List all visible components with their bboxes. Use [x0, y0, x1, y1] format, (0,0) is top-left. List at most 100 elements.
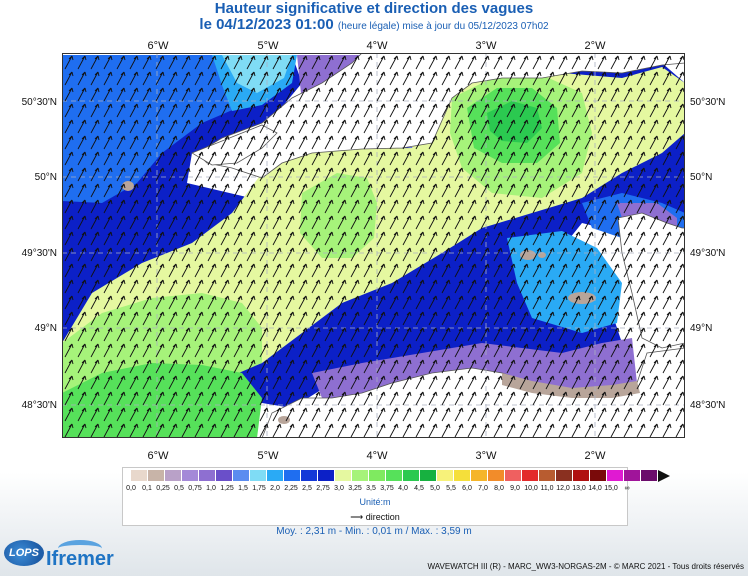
direction-arrow: [116, 71, 126, 86]
direction-arrow: [350, 167, 360, 182]
direction-arrow: [64, 327, 74, 342]
direction-arrow: [610, 87, 620, 102]
direction-arrow: [376, 423, 386, 438]
direction-arrow: [90, 119, 100, 134]
direction-arrow: [532, 247, 542, 262]
direction-arrow: [597, 359, 607, 374]
direction-arrow: [155, 199, 165, 214]
direction-arrow: [584, 183, 594, 198]
direction-arrow: [389, 359, 399, 374]
direction-arrow: [402, 135, 412, 150]
direction-arrow: [77, 231, 87, 246]
direction-arrow: [311, 183, 321, 198]
wave-map[interactable]: [62, 53, 685, 438]
direction-arrow: [64, 279, 74, 294]
direction-arrow: [662, 391, 672, 406]
lon-label-top-3w: 3°W: [475, 40, 497, 52]
direction-arrow: [285, 391, 295, 406]
direction-arrow: [584, 231, 594, 246]
direction-arrow: [90, 55, 100, 70]
direction-arrow: [168, 119, 178, 134]
direction-arrow: [441, 327, 451, 342]
direction-arrow: [558, 343, 568, 358]
direction-arrow: [571, 71, 581, 86]
direction-arrow: [363, 151, 373, 166]
direction-arrow: [272, 391, 282, 406]
direction-arrow: [272, 103, 282, 118]
direction-arrow: [116, 87, 126, 102]
direction-arrow: [675, 311, 685, 326]
direction-arrow: [597, 311, 607, 326]
direction-arrow: [467, 391, 477, 406]
direction-arrow: [545, 135, 555, 150]
direction-arrow: [662, 343, 672, 358]
direction-arrow: [389, 279, 399, 294]
direction-arrow: [545, 167, 555, 182]
direction-arrow: [285, 231, 295, 246]
direction-arrow: [558, 279, 568, 294]
direction-arrow: [558, 71, 568, 86]
direction-arrow: [181, 135, 191, 150]
direction-arrow: [324, 247, 334, 262]
direction-arrow: [441, 311, 451, 326]
scale-tick-label: 5,5: [446, 485, 456, 492]
direction-arrow: [493, 311, 503, 326]
direction-arrow: [610, 327, 620, 342]
direction-arrow: [259, 135, 269, 150]
direction-arrow: [285, 119, 295, 134]
direction-arrow: [64, 55, 74, 70]
direction-arrow: [168, 87, 178, 102]
direction-arrow: [168, 279, 178, 294]
direction-arrow: [337, 327, 347, 342]
direction-arrow: [389, 391, 399, 406]
direction-arrow: [350, 359, 360, 374]
direction-arrow: [441, 215, 451, 230]
direction-arrow: [441, 119, 451, 134]
direction-arrow: [376, 375, 386, 390]
direction-arrow: [220, 327, 230, 342]
scale-swatch: [437, 470, 454, 481]
scale-swatch: [352, 470, 369, 481]
direction-arrow: [571, 311, 581, 326]
direction-arrow: [636, 359, 646, 374]
direction-arrow: [584, 295, 594, 310]
direction-arrow: [246, 183, 256, 198]
direction-arrow: [454, 391, 464, 406]
direction-arrow: [428, 407, 438, 422]
direction-arrow: [610, 391, 620, 406]
direction-arrow: [337, 183, 347, 198]
direction-arrow: [454, 263, 464, 278]
direction-arrow: [428, 311, 438, 326]
direction-arrow: [545, 71, 555, 86]
direction-arrow: [233, 327, 243, 342]
direction-arrow: [584, 407, 594, 422]
direction-arrow: [519, 183, 529, 198]
direction-arrow: [597, 103, 607, 118]
direction-arrow: [90, 231, 100, 246]
direction-arrow: [506, 391, 516, 406]
direction-arrow: [142, 199, 152, 214]
direction-arrow: [610, 359, 620, 374]
direction-arrow: [155, 311, 165, 326]
direction-arrow: [233, 391, 243, 406]
direction-arrow: [675, 183, 685, 198]
direction-arrow: [571, 215, 581, 230]
scale-tick-label: 14,0: [588, 485, 602, 492]
direction-arrow: [649, 103, 659, 118]
direction-arrow: [285, 87, 295, 102]
direction-arrow: [129, 311, 139, 326]
direction-arrow: [493, 391, 503, 406]
direction-arrow: [350, 55, 360, 70]
direction-arrow: [532, 343, 542, 358]
direction-arrow: [636, 151, 646, 166]
direction-arrow: [623, 55, 633, 70]
lon-label-top-2w: 2°W: [584, 40, 606, 52]
direction-arrow: [428, 199, 438, 214]
direction-arrow: [610, 151, 620, 166]
direction-arrow: [454, 279, 464, 294]
direction-arrow: [220, 263, 230, 278]
direction-arrow: [428, 167, 438, 182]
direction-arrow: [259, 279, 269, 294]
direction-arrow: [259, 359, 269, 374]
direction-arrow: [532, 311, 542, 326]
